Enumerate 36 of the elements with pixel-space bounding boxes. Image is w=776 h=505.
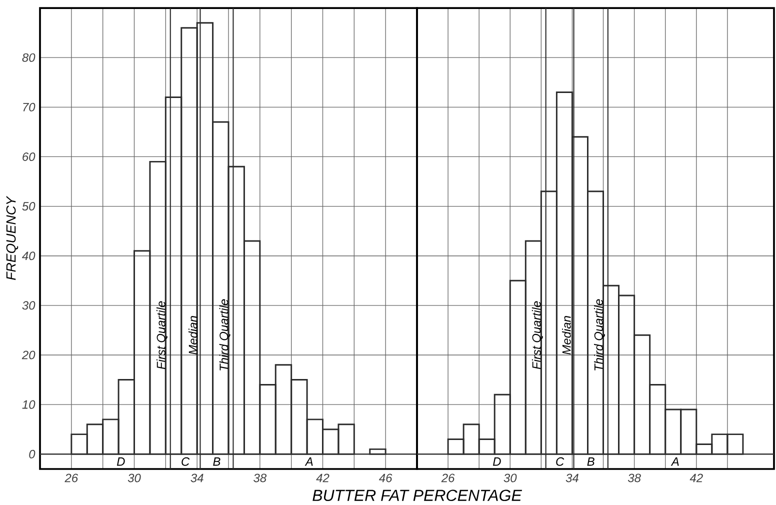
x-tick-label: 30 [128,473,141,482]
annotation: B [213,457,220,466]
x-tick-label: 42 [316,473,330,482]
x-tick-label: 34 [566,473,578,482]
ref-line-label: Third Quartile [219,299,230,370]
x-tick-label: 26 [64,473,78,482]
ref-line-label: Median [562,316,571,354]
x-tick-label: 46 [378,473,392,482]
annotation: C [556,457,564,466]
annotation: D [492,457,501,466]
x-axis-title: BUTTER FAT PERCENTAGE [312,489,522,501]
y-tick-label: 60 [22,152,36,161]
y-tick-label: 10 [22,400,36,409]
ref-line-label: Third Quartile [594,299,605,370]
x-tick-label: 26 [441,473,455,482]
x-tick-label: 38 [628,473,641,482]
y-axis-title: FREQUENCY [6,196,18,280]
y-tick-label: 30 [22,300,36,310]
x-tick-label: 42 [690,473,703,482]
x-tick-label: 34 [190,473,204,482]
annotation: B [587,457,594,466]
y-tick-label: 70 [23,102,36,112]
x-tick-label: 38 [254,473,267,482]
annotation: D [116,457,125,466]
y-tick-label: 40 [22,251,36,260]
y-tick-label: 50 [22,202,36,210]
x-tick-label: 30 [504,473,517,482]
annotation: C [182,457,190,466]
y-tick-label: 0 [29,450,36,458]
annotation: A [304,457,313,466]
ref-line-label: First Quartile [156,301,168,369]
ref-line-label: First Quartile [532,301,543,369]
y-tick-label: 20 [22,350,36,360]
y-tick-label: 80 [22,53,36,62]
annotation: A [670,457,679,466]
ref-line-label: Median [188,316,198,354]
